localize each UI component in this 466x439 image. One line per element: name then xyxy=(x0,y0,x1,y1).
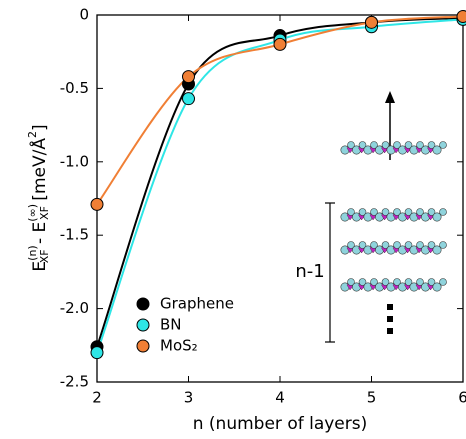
atom xyxy=(381,278,390,286)
atom xyxy=(404,208,413,216)
data-point xyxy=(456,9,466,23)
data-point xyxy=(90,346,104,360)
legend-label: Graphene xyxy=(160,295,234,313)
layer-illustration: n-1 xyxy=(295,91,447,343)
x-axis-label: n (number of layers) xyxy=(193,414,368,434)
y-axis-label-part: [meV/Å xyxy=(28,138,50,206)
atom xyxy=(358,241,367,249)
data-point xyxy=(90,197,104,211)
atom xyxy=(358,278,367,286)
atom xyxy=(393,208,401,216)
atom xyxy=(347,278,355,286)
ellipsis-dot xyxy=(387,316,393,322)
legend-label: MoS₂ xyxy=(160,337,198,355)
fit-curve xyxy=(96,18,464,353)
y-axis-label-part: E xyxy=(30,261,50,272)
plot-frame xyxy=(96,14,464,383)
y-axis-label-part: (∞) xyxy=(26,204,39,222)
atom xyxy=(381,241,390,249)
atom xyxy=(416,208,424,216)
y-tick-label: -1.5 xyxy=(60,226,89,244)
atom xyxy=(432,245,442,255)
legend-label: BN xyxy=(160,316,182,334)
atom xyxy=(404,141,413,149)
y-tick-label: -0.5 xyxy=(60,79,89,97)
data-point xyxy=(273,37,287,51)
y-tick-label: 0 xyxy=(79,6,89,24)
y-axis-label-part: 2 xyxy=(26,131,39,138)
atom xyxy=(439,208,447,216)
atom xyxy=(432,145,442,155)
atom xyxy=(439,241,447,249)
atom xyxy=(347,208,355,216)
y-axis-label-part: (n) xyxy=(26,245,39,261)
atom xyxy=(427,278,436,286)
atom xyxy=(404,278,413,286)
atom xyxy=(370,241,378,249)
ellipsis-dot xyxy=(387,328,393,334)
y-tick-label: -2.5 xyxy=(60,373,89,391)
atom xyxy=(427,141,436,149)
atom xyxy=(381,141,390,149)
atom xyxy=(416,278,424,286)
y-tick-label: -2.0 xyxy=(60,299,89,317)
atom xyxy=(358,141,367,149)
atom xyxy=(393,141,401,149)
atom xyxy=(432,212,442,222)
data-point xyxy=(365,15,378,29)
y-axis-label-part: XF xyxy=(38,206,51,220)
data-point xyxy=(182,70,195,84)
ellipsis-dot xyxy=(387,304,393,310)
atom xyxy=(439,141,447,149)
y-tick-label: -1.0 xyxy=(60,152,89,170)
atom xyxy=(393,241,401,249)
x-tick-label: 6 xyxy=(458,389,466,407)
atom xyxy=(381,208,390,216)
atom xyxy=(370,141,378,149)
atom xyxy=(427,208,436,216)
x-tick-label: 2 xyxy=(92,389,102,407)
fit-curve xyxy=(96,15,464,205)
atom xyxy=(370,278,378,286)
y-axis-label-part: - E xyxy=(30,222,50,250)
atom xyxy=(347,241,355,249)
arrow-head xyxy=(385,91,395,103)
atom xyxy=(416,241,424,249)
annotation: n-1 xyxy=(295,261,324,282)
x-tick-label: 5 xyxy=(367,389,377,407)
atom xyxy=(347,141,355,149)
atom xyxy=(427,241,436,249)
atom xyxy=(370,208,378,216)
y-axis-label: E(n)XF - E(∞)XF [meV/Å2] xyxy=(26,124,51,271)
atom xyxy=(416,141,424,149)
x-tick-label: 4 xyxy=(275,389,285,407)
atom xyxy=(404,241,413,249)
y-axis-label-part: XF xyxy=(38,249,51,263)
fit-curve xyxy=(96,16,464,348)
legend-marker xyxy=(136,318,150,332)
atom xyxy=(439,278,447,286)
x-tick-label: 3 xyxy=(184,389,194,407)
legend-marker xyxy=(136,339,150,353)
y-axis-label-part: ] xyxy=(30,124,50,131)
legend-marker xyxy=(136,297,150,311)
data-point xyxy=(182,92,195,106)
atom xyxy=(432,282,442,292)
atom xyxy=(358,208,367,216)
atom xyxy=(393,278,401,286)
